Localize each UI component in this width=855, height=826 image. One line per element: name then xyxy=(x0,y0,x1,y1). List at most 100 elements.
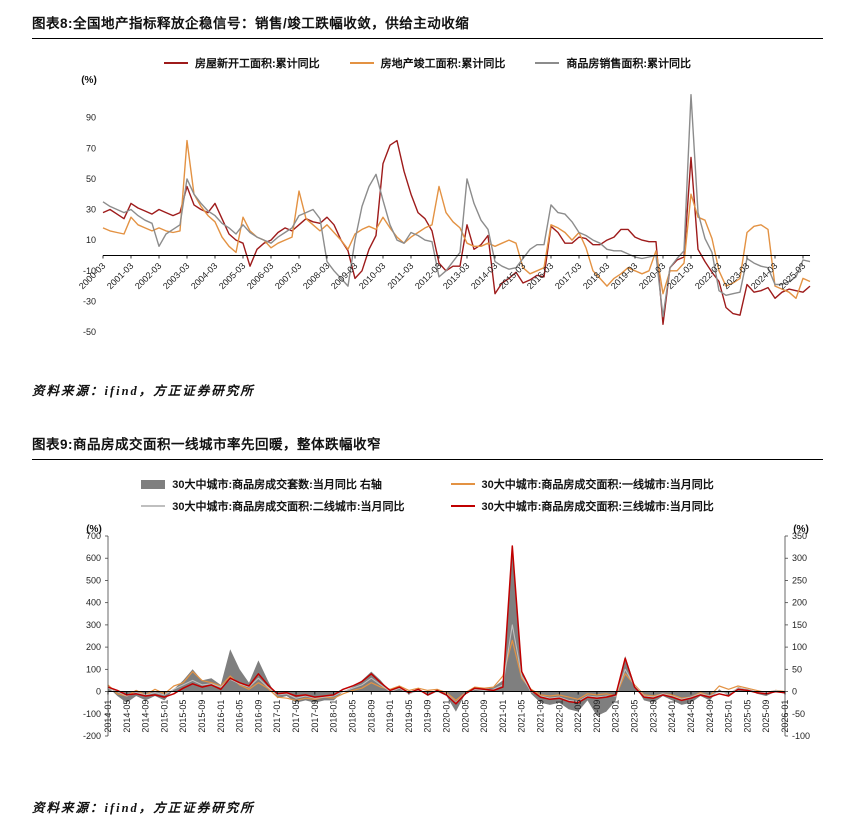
figure9-legend: 30大中城市:商品房成交套数:当月同比 右轴 30大中城市:商品房成交面积:一线… xyxy=(32,476,823,514)
legend-label: 30大中城市:商品房成交套数:当月同比 右轴 xyxy=(172,479,382,491)
svg-text:70: 70 xyxy=(86,143,96,153)
figure9-chart: 7006005004003002001000-100-2003503002502… xyxy=(83,524,810,741)
legend-item-units-sold: 30大中城市:商品房成交套数:当月同比 右轴 xyxy=(141,476,404,492)
svg-text:-100: -100 xyxy=(83,709,101,719)
figure9-caption: 图表9:商品房成交面积一线城市率先回暖，整体跌幅收窄 xyxy=(32,433,823,460)
svg-text:2017-09: 2017-09 xyxy=(310,700,320,733)
svg-text:2016-01: 2016-01 xyxy=(216,700,226,733)
svg-text:300: 300 xyxy=(86,620,101,630)
line-marker-gray-icon xyxy=(535,62,560,64)
svg-text:2021-01: 2021-01 xyxy=(498,700,508,733)
legend-label: 30大中城市:商品房成交面积:一线城市:当月同比 xyxy=(481,479,714,491)
legend-label: 商品房销售面积:累计同比 xyxy=(566,58,691,70)
line-marker-orange-icon xyxy=(450,483,475,485)
svg-text:2021-05: 2021-05 xyxy=(517,700,527,733)
legend-label: 30大中城市:商品房成交面积:二线城市:当月同比 xyxy=(172,501,405,513)
svg-text:0: 0 xyxy=(96,687,101,697)
svg-text:2023-09: 2023-09 xyxy=(648,700,658,733)
svg-text:-50: -50 xyxy=(792,709,805,719)
svg-text:2001-03: 2001-03 xyxy=(105,261,135,291)
svg-text:2014-01: 2014-01 xyxy=(103,700,113,733)
legend-label: 房地产竣工面积:累计同比 xyxy=(380,58,506,70)
svg-text:2015-01: 2015-01 xyxy=(159,700,169,733)
svg-text:100: 100 xyxy=(792,642,807,652)
svg-text:2020-09: 2020-09 xyxy=(479,700,489,733)
svg-text:300: 300 xyxy=(792,553,807,563)
svg-text:2023-05: 2023-05 xyxy=(630,700,640,733)
svg-text:2003-03: 2003-03 xyxy=(161,261,191,291)
svg-text:150: 150 xyxy=(792,620,807,630)
svg-text:(%): (%) xyxy=(793,524,809,535)
svg-text:(%): (%) xyxy=(86,524,102,535)
svg-text:2007-03: 2007-03 xyxy=(273,261,303,291)
line-marker-red-icon xyxy=(163,62,188,64)
line-marker-red-icon xyxy=(450,505,475,507)
svg-text:2025-01: 2025-01 xyxy=(724,700,734,733)
svg-text:2024-01: 2024-01 xyxy=(667,700,677,733)
legend-item-new-starts: 房屋新开工面积:累计同比 xyxy=(163,55,320,71)
figure8-legend: 房屋新开工面积:累计同比 房地产竣工面积:累计同比 商品房销售面积:累计同比 xyxy=(32,55,823,71)
svg-text:-100: -100 xyxy=(792,731,810,741)
svg-text:200: 200 xyxy=(792,598,807,608)
svg-text:2017-05: 2017-05 xyxy=(291,700,301,733)
svg-text:2015-09: 2015-09 xyxy=(197,700,207,733)
area-marker-gray-icon xyxy=(141,479,166,489)
svg-text:2018-01: 2018-01 xyxy=(329,700,339,733)
svg-text:2019-01: 2019-01 xyxy=(385,700,395,733)
svg-text:2014-05: 2014-05 xyxy=(122,700,132,733)
figure8-caption: 图表8:全国地产指标释放企稳信号：销售/竣工跌幅收敛，供给主动收缩 xyxy=(32,12,823,39)
svg-text:50: 50 xyxy=(792,664,802,674)
figure8-chart-area: 90 70 50 30 10 -10 -30 -50 (%) 2000-03 2001-03 2002… xyxy=(48,73,823,366)
legend-label: 30大中城市:商品房成交面积:三线城市:当月同比 xyxy=(481,501,714,513)
figure8-chart: 9070503010-10-30-50(%)2000-032001-032002… xyxy=(77,75,811,337)
svg-text:2024-09: 2024-09 xyxy=(705,700,715,733)
svg-text:0: 0 xyxy=(792,687,797,697)
svg-text:2013-03: 2013-03 xyxy=(441,261,471,291)
svg-text:2020-01: 2020-01 xyxy=(442,700,452,733)
svg-text:90: 90 xyxy=(86,113,96,123)
svg-text:2018-09: 2018-09 xyxy=(366,700,376,733)
legend-item-sales: 商品房销售面积:累计同比 xyxy=(535,55,691,71)
svg-text:-10: -10 xyxy=(83,266,96,276)
figure8-source: 资料来源：ifind，方正证券研究所 xyxy=(32,384,255,398)
svg-text:2019-05: 2019-05 xyxy=(404,700,414,733)
svg-text:2018-05: 2018-05 xyxy=(347,700,357,733)
svg-text:2017-03: 2017-03 xyxy=(553,261,583,291)
svg-text:-30: -30 xyxy=(83,296,96,306)
svg-text:2011-03: 2011-03 xyxy=(385,261,415,291)
svg-text:2010-03: 2010-03 xyxy=(357,261,387,291)
svg-text:2016-09: 2016-09 xyxy=(253,700,263,733)
svg-text:2014-09: 2014-09 xyxy=(141,700,151,733)
svg-text:2025-03: 2025-03 xyxy=(777,261,807,291)
svg-text:2026-01: 2026-01 xyxy=(780,700,790,733)
svg-text:2022-01: 2022-01 xyxy=(554,700,564,733)
legend-item-tier2: 30大中城市:商品房成交面积:二线城市:当月同比 xyxy=(141,498,405,514)
svg-text:-200: -200 xyxy=(83,731,101,741)
svg-text:2024-05: 2024-05 xyxy=(686,700,696,733)
svg-text:2022-05: 2022-05 xyxy=(573,700,583,733)
figure9-source: 资料来源：ifind，方正证券研究所 xyxy=(32,801,255,815)
svg-text:500: 500 xyxy=(86,575,101,585)
svg-text:2022-09: 2022-09 xyxy=(592,700,602,733)
svg-text:2008-03: 2008-03 xyxy=(301,261,331,291)
svg-text:2004-03: 2004-03 xyxy=(189,261,219,291)
svg-text:2019-03: 2019-03 xyxy=(609,261,639,291)
svg-text:10: 10 xyxy=(86,235,96,245)
svg-text:700: 700 xyxy=(86,531,101,541)
svg-text:2020-05: 2020-05 xyxy=(460,700,470,733)
svg-text:200: 200 xyxy=(86,642,101,652)
svg-text:250: 250 xyxy=(792,575,807,585)
legend-item-tier3: 30大中城市:商品房成交面积:三线城市:当月同比 xyxy=(450,498,714,514)
legend-item-completions: 房地产竣工面积:累计同比 xyxy=(349,55,506,71)
svg-text:350: 350 xyxy=(792,531,807,541)
figure9-chart-area: 700 600 500 400 300 200 100 0 -100 -200 350 300 250 2… xyxy=(48,516,823,783)
svg-text:2025-09: 2025-09 xyxy=(761,700,771,733)
svg-text:30: 30 xyxy=(86,205,96,215)
figure9-section: 图表9:商品房成交面积一线城市率先回暖，整体跌幅收窄 30大中城市:商品房成交套… xyxy=(32,433,823,816)
svg-text:600: 600 xyxy=(86,553,101,563)
svg-text:2023-01: 2023-01 xyxy=(611,700,621,733)
svg-text:400: 400 xyxy=(86,598,101,608)
svg-text:50: 50 xyxy=(86,174,96,184)
legend-label: 房屋新开工面积:累计同比 xyxy=(194,58,320,70)
